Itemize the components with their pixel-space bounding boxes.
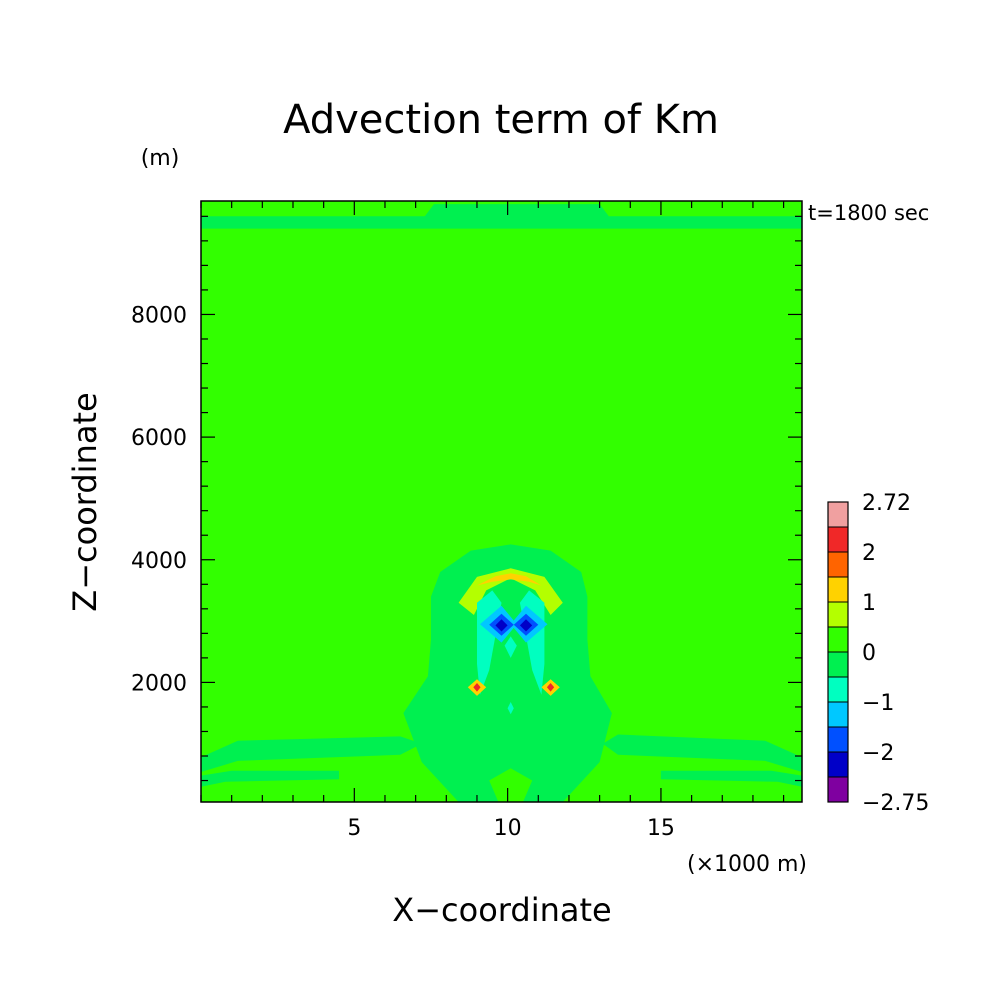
colorbar xyxy=(827,501,849,803)
colorbar-swatch xyxy=(828,677,848,702)
contour-left-low-band xyxy=(201,736,422,772)
colorbar-swatch xyxy=(828,627,848,652)
colorbar-swatch xyxy=(828,552,848,577)
contour-right-bottom-strip xyxy=(660,770,802,787)
x-axis-title: X−coordinate xyxy=(392,891,611,929)
contour-cap-outer xyxy=(458,568,563,615)
colorbar-swatch xyxy=(828,652,848,677)
colorbar-tick-label: 2.72 xyxy=(862,491,911,516)
contour-center-speck xyxy=(507,702,514,715)
colorbar-swatch xyxy=(828,502,848,527)
x-tick-label: 5 xyxy=(347,816,361,841)
contour-eye-left-core xyxy=(495,619,508,632)
colorbar-tick-label: 2 xyxy=(862,541,876,566)
plot-frame xyxy=(200,200,803,803)
contour-cap-inner xyxy=(477,573,542,586)
y-unit-label: (m) xyxy=(141,146,180,171)
colorbar-tick-label: −2.75 xyxy=(862,791,929,816)
colorbar-swatch xyxy=(828,727,848,752)
chart-title: Advection term of Km xyxy=(283,97,719,143)
contour-left-bottom-strip xyxy=(201,770,339,787)
colorbar-swatch xyxy=(828,602,848,627)
colorbar-swatch xyxy=(828,777,848,802)
axis-tick-labels: 5 10 15 2000 4000 6000 8000 xyxy=(131,303,675,841)
colorbar-swatch xyxy=(828,752,848,777)
contour-dot-left-core xyxy=(473,683,481,692)
colorbar-labels: −2.75 −2 −1 0 1 2 2.72 xyxy=(862,491,929,816)
contour-upper-boundary-band xyxy=(201,204,802,229)
y-tick-label: 4000 xyxy=(131,549,187,574)
contour-stem-mid xyxy=(504,636,517,658)
colorbar-frame xyxy=(827,501,849,803)
axis-ticks xyxy=(200,201,802,802)
time-label: t=1800 sec xyxy=(808,201,929,225)
colorbar-tick-label: 0 xyxy=(862,641,876,666)
y-tick-label: 6000 xyxy=(131,426,187,451)
y-axis-title: Z−coordinate xyxy=(66,392,104,611)
colorbar-swatch xyxy=(828,702,848,727)
y-tick-label: 8000 xyxy=(131,303,187,328)
x-tick-label: 15 xyxy=(647,816,675,841)
colorbar-tick-label: 1 xyxy=(862,591,876,616)
y-tick-label: 2000 xyxy=(131,671,187,696)
colorbar-swatch xyxy=(828,577,848,602)
contour-field xyxy=(201,201,802,802)
contour-dot-right-core xyxy=(546,683,555,692)
contour-eye-right-core xyxy=(519,619,533,632)
x-unit-label: (×1000 m) xyxy=(687,852,807,877)
x-tick-label: 10 xyxy=(494,816,522,841)
contour-right-low-band xyxy=(602,734,802,772)
contour-central-plume xyxy=(403,544,612,802)
colorbar-swatch xyxy=(828,527,848,552)
colorbar-tick-label: −2 xyxy=(862,741,894,766)
colorbar-tick-label: −1 xyxy=(862,691,894,716)
